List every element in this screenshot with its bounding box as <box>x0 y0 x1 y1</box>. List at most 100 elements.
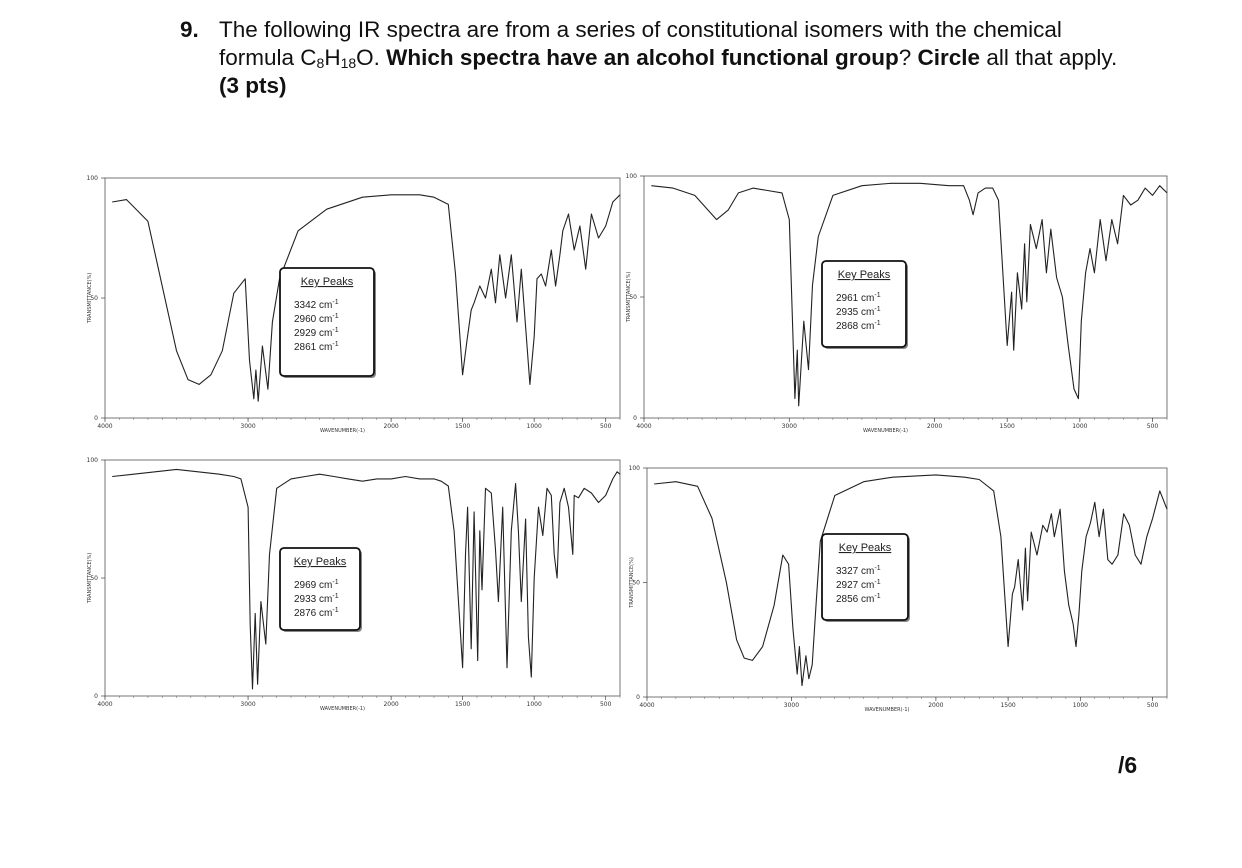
key-peak-value: 2933 cm-1 <box>294 593 339 605</box>
key-peaks-box: Key Peaks 2969 cm-1 2933 cm-1 2876 cm-1 <box>279 547 362 632</box>
x-tick-label: 1500 <box>455 423 470 430</box>
x-tick-label: 3000 <box>240 423 255 430</box>
x-tick-label: 2000 <box>928 702 943 709</box>
ir-spectrum-2: 4000 3000 2000 1500 1000 500 0 50 100 WAVENUMBER(… <box>626 173 1168 434</box>
ir-spectrum-3: 4000 3000 2000 1500 1000 500 0 50 100 WAVENUMBER(… <box>87 457 621 712</box>
question-text-a: The following IR spectra are from a seri… <box>219 17 1062 70</box>
spectrum-line <box>654 474 1168 687</box>
key-peak-unit-sup: -1 <box>332 579 338 586</box>
y-tick-label: 0 <box>636 694 640 701</box>
key-peak-value: 2961 cm-1 <box>836 292 881 304</box>
key-peak-unit-sup: -1 <box>332 341 338 348</box>
question-text-e: all that apply. <box>980 45 1118 70</box>
key-peaks-frame <box>821 260 907 348</box>
x-tick-label: 3000 <box>782 423 797 430</box>
key-peak-unit-sup: -1 <box>874 565 880 572</box>
key-peak-unit-sup: -1 <box>332 299 338 306</box>
key-peak-value: 2868 cm-1 <box>836 320 881 332</box>
y-tick-label: 0 <box>94 693 98 700</box>
x-axis-label: WAVENUMBER(-1) <box>864 707 909 713</box>
x-tick-label: 500 <box>600 423 612 430</box>
x-tick-label: 2000 <box>383 423 398 430</box>
x-tick-label: 4000 <box>97 701 112 708</box>
spectrum-line <box>112 194 621 402</box>
key-peak-unit-sup: -1 <box>874 320 880 327</box>
score-label: /6 <box>1118 752 1138 778</box>
question-text-d: ? <box>898 45 918 70</box>
key-peaks-box: Key Peaks 3342 cm-1 2960 cm-1 2929 cm-1 2861… <box>279 267 376 378</box>
key-peak-unit-sup: -1 <box>332 593 338 600</box>
key-peak-unit-sup: -1 <box>332 607 338 614</box>
key-peak-value: 2927 cm-1 <box>836 579 881 591</box>
y-tick-label: 0 <box>633 415 637 422</box>
key-peaks-box: Key Peaks 2961 cm-1 2935 cm-1 2868 cm-1 <box>821 260 908 349</box>
x-tick-label: 1500 <box>1000 423 1015 430</box>
y-tick-label: 0 <box>94 415 98 422</box>
y-tick-label: 50 <box>90 295 98 302</box>
key-peaks-title: Key Peaks <box>839 542 892 554</box>
key-peak-unit-sup: -1 <box>874 306 880 313</box>
x-axis-label: WAVENUMBER(-1) <box>320 706 365 712</box>
key-peaks-title: Key Peaks <box>294 556 347 568</box>
y-tick-label: 100 <box>87 457 99 464</box>
key-peak-value: 2929 cm-1 <box>294 327 339 339</box>
key-peak-value: 3342 cm-1 <box>294 299 339 311</box>
x-tick-label: 4000 <box>97 423 112 430</box>
x-tick-label: 2000 <box>383 701 398 708</box>
spectrum-line <box>112 468 621 690</box>
y-tick-label: 50 <box>90 575 98 582</box>
x-tick-label: 1000 <box>1072 423 1087 430</box>
key-peak-unit-sup: -1 <box>874 292 880 299</box>
key-peaks-title: Key Peaks <box>301 276 354 288</box>
y-axis-label: TRANSMITTANCE(%) <box>626 272 632 324</box>
x-tick-label: 3000 <box>784 702 799 709</box>
x-tick-label: 3000 <box>240 701 255 708</box>
key-peak-value: 2969 cm-1 <box>294 579 339 591</box>
y-axis-label: TRANSMITTANCE(%) <box>629 557 635 609</box>
question-bold-prompt: Which spectra have an alcohol functional… <box>386 45 899 70</box>
x-tick-label: 1000 <box>527 423 542 430</box>
formula-subscript-c: 8 <box>316 55 325 71</box>
question-text-b: H <box>324 45 341 70</box>
x-tick-label: 1500 <box>455 701 470 708</box>
key-peak-value: 2960 cm-1 <box>294 313 339 325</box>
key-peak-unit-sup: -1 <box>332 313 338 320</box>
question-text: The following IR spectra are from a seri… <box>219 16 1139 100</box>
key-peaks-box: Key Peaks 3327 cm-1 2927 cm-1 2856 cm-1 <box>821 533 910 622</box>
x-tick-label: 1500 <box>1000 702 1015 709</box>
x-axis-label: WAVENUMBER(-1) <box>863 428 908 434</box>
question-number: 9. <box>180 17 199 42</box>
y-tick-label: 100 <box>87 175 99 182</box>
x-tick-label: 1000 <box>527 701 542 708</box>
ir-spectrum-4: 4000 3000 2000 1500 1000 500 0 50 100 WAVENUMBER(… <box>629 465 1168 713</box>
key-peak-value: 2935 cm-1 <box>836 306 881 318</box>
key-peak-value: 2876 cm-1 <box>294 607 339 619</box>
y-tick-label: 50 <box>629 294 637 301</box>
y-tick-label: 100 <box>626 173 638 180</box>
ir-spectrum-1: 4000 3000 2000 1500 1000 500 0 50 100 WAVENUMBER(… <box>87 175 621 434</box>
y-axis-label: TRANSMITTANCE(%) <box>87 273 93 325</box>
x-tick-label: 500 <box>1147 702 1159 709</box>
key-peak-unit-sup: -1 <box>332 327 338 334</box>
key-peak-value: 3327 cm-1 <box>836 565 881 577</box>
key-peaks-frame <box>821 533 909 621</box>
y-tick-label: 50 <box>632 580 640 587</box>
x-tick-label: 500 <box>1147 423 1159 430</box>
x-tick-label: 2000 <box>927 423 942 430</box>
key-peak-value: 2856 cm-1 <box>836 593 881 605</box>
x-tick-label: 500 <box>600 701 612 708</box>
y-axis-label: TRANSMITTANCE(%) <box>87 553 93 605</box>
x-axis-label: WAVENUMBER(-1) <box>320 428 365 434</box>
key-peak-unit-sup: -1 <box>874 579 880 586</box>
formula-subscript-h: 18 <box>340 55 357 71</box>
key-peak-unit-sup: -1 <box>874 593 880 600</box>
key-peak-value: 2861 cm-1 <box>294 341 339 353</box>
x-tick-label: 4000 <box>639 702 654 709</box>
y-tick-label: 100 <box>629 465 641 472</box>
key-peaks-frame <box>279 547 361 631</box>
plot-frame <box>104 459 621 697</box>
question-points: (3 pts) <box>219 73 287 98</box>
question-text-c: O. <box>356 45 387 70</box>
key-peaks-title: Key Peaks <box>838 269 891 281</box>
x-tick-label: 4000 <box>636 423 651 430</box>
